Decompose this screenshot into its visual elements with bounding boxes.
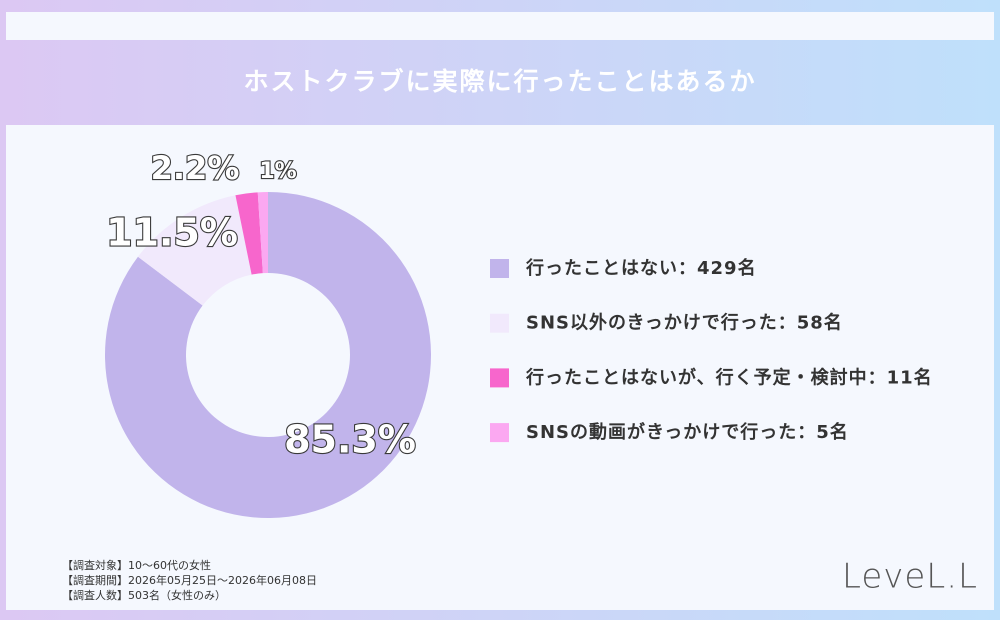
value-label: 11.5% (106, 211, 238, 255)
legend-swatch (490, 368, 509, 388)
legend-swatch (490, 313, 509, 333)
logo: LeveL.L (842, 557, 978, 597)
legend-label: 行ったことはないが、行く予定・検討中：11名 (525, 366, 933, 388)
value-label: 1% (259, 159, 296, 184)
donut-segment (235, 192, 263, 275)
donut-segment (257, 192, 268, 274)
legend-swatch (490, 423, 509, 443)
note: 【調査対象】10～60代の女性 (62, 558, 211, 572)
value-label: 85.3% (284, 418, 416, 462)
donut-segment (137, 195, 252, 306)
note: 【調査期間】2026年05月25日～2026年06月08日 (62, 573, 317, 587)
note: 【調査人数】503名（女性のみ） (62, 588, 226, 602)
notes: 【調査対象】10～60代の女性【調査期間】2026年05月25日～2026年06… (62, 558, 317, 602)
donut-segment (104, 192, 431, 518)
legend-label: SNSの動画がきっかけで行った：5名 (526, 421, 849, 443)
chart-title: ホストクラブに実際に行ったことはあるか (243, 67, 756, 96)
legend-label: 行ったことはない：429名 (525, 257, 757, 279)
top-strip (6, 12, 994, 40)
value-label: 2.2% (151, 149, 240, 187)
legend-swatch (490, 259, 509, 278)
legend-label: SNS以外のきっかけで行った：58名 (526, 312, 843, 334)
